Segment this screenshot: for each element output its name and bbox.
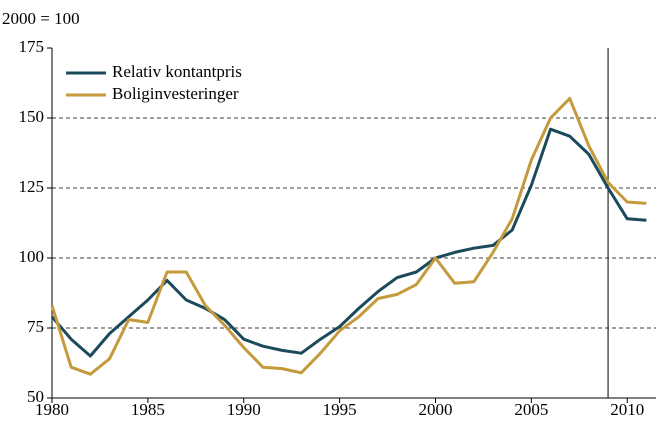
legend-label: Relativ kontantpris — [112, 62, 242, 81]
x-tick-label: 2010 — [610, 400, 644, 419]
y-tick-label: 150 — [19, 107, 45, 126]
x-tick-label: 2005 — [514, 400, 548, 419]
y-tick-label: 75 — [27, 317, 44, 336]
y-tick-label: 175 — [19, 37, 45, 56]
x-tick-label: 1990 — [227, 400, 261, 419]
x-tick-label: 2000 — [418, 400, 452, 419]
series-line — [50, 96, 647, 376]
x-tick-label: 1980 — [35, 400, 69, 419]
legend-label: Boliginvesteringer — [112, 84, 239, 103]
series-line — [50, 127, 647, 358]
y-tick-label: 100 — [19, 247, 45, 266]
x-tick-label: 1995 — [323, 400, 357, 419]
unit-label: 2000 = 100 — [2, 9, 80, 28]
x-tick-label: 1985 — [131, 400, 165, 419]
y-tick-label: 125 — [19, 177, 45, 196]
y-tick-label: 50 — [27, 387, 44, 406]
